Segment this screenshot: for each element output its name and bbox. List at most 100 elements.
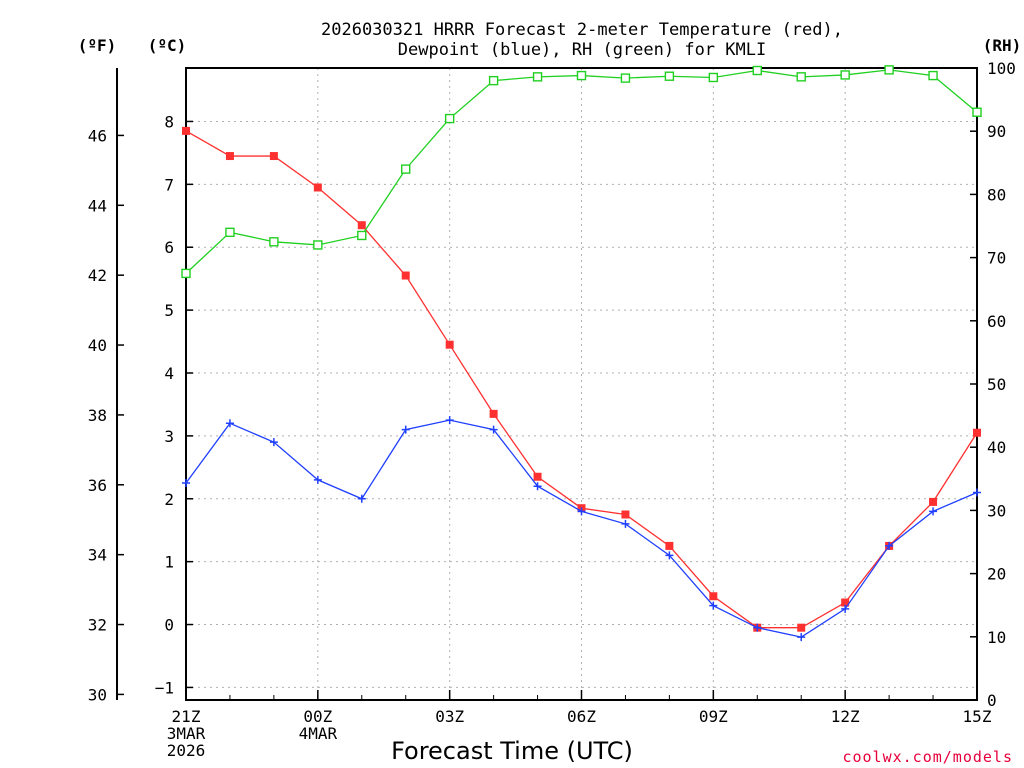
- celsius-tick-label: 5: [164, 301, 174, 320]
- temperature-point: [445, 340, 454, 349]
- rh-tick-label: 100: [987, 59, 1016, 78]
- dewpoint-point: [489, 425, 498, 434]
- temperature-point: [665, 541, 674, 550]
- rh-point: [664, 71, 675, 81]
- rh-tick-label: 20: [987, 565, 1006, 584]
- dewpoint-point: [621, 519, 630, 528]
- rh-point: [796, 72, 806, 82]
- chart-title-line-1: 2026030321 HRRR Forecast 2-meter Tempera…: [321, 20, 843, 40]
- dewpoint-point: [357, 494, 366, 503]
- temperature-point: [489, 409, 498, 418]
- x-tick-label: 09Z: [699, 707, 728, 726]
- rh-point: [225, 227, 235, 238]
- rh-tick-label: 0: [987, 691, 997, 710]
- rh-point: [928, 70, 938, 81]
- fahrenheit-unit-label: (ºF): [78, 36, 117, 55]
- x-tick-label: 3MAR: [167, 724, 206, 743]
- series-rh: [181, 65, 982, 279]
- celsius-tick-label: −1: [155, 678, 174, 697]
- rh-point: [884, 65, 894, 75]
- rh-point: [752, 65, 762, 76]
- rh-point: [401, 164, 411, 174]
- plot-frame: [185, 67, 978, 701]
- x-tick-label: 00Z: [303, 707, 332, 726]
- dewpoint-point: [401, 425, 410, 434]
- rh-tick-label: 60: [987, 312, 1006, 331]
- celsius-tick-label: 2: [164, 490, 174, 509]
- temperature-point: [709, 592, 718, 601]
- dewpoint-point: [929, 507, 938, 516]
- rh-unit-label: (RH): [983, 36, 1022, 55]
- temperature-point: [841, 598, 850, 607]
- x-tick-label: 4MAR: [299, 724, 338, 743]
- rh-tick-label: 50: [987, 375, 1006, 394]
- dewpoint-point: [445, 416, 454, 425]
- dewpoint-point: [885, 541, 894, 550]
- temperature-point: [269, 152, 278, 161]
- gridlines: [186, 68, 977, 700]
- temperature-point: [533, 472, 542, 481]
- celsius-tick-label: 6: [164, 238, 174, 257]
- dewpoint-point: [269, 438, 278, 447]
- fahrenheit-tick-label: 34: [88, 546, 107, 565]
- dewpoint-point: [797, 633, 806, 642]
- celsius-tick-label: 8: [164, 112, 174, 131]
- temperature-point: [313, 183, 322, 192]
- rh-point: [444, 113, 455, 124]
- fahrenheit-tick-label: 36: [88, 476, 107, 495]
- temperature-point: [797, 623, 806, 632]
- series-dewpoint: [182, 416, 981, 642]
- fahrenheit-tick-label: 44: [88, 196, 107, 215]
- rh-point: [708, 72, 719, 83]
- fahrenheit-tick-label: 46: [88, 126, 107, 145]
- rh-point: [269, 237, 279, 247]
- credit-text: coolwx.com/models: [842, 748, 1013, 766]
- data-series: [181, 65, 982, 642]
- celsius-tick-label: 7: [164, 175, 174, 194]
- temperature-point: [929, 497, 938, 506]
- celsius-tick-label: 3: [164, 427, 174, 446]
- rh-tick-label: 80: [987, 185, 1006, 204]
- dewpoint-point: [182, 479, 190, 488]
- rh-point: [181, 268, 191, 279]
- rh-point: [357, 230, 367, 241]
- temperature-point: [357, 221, 366, 230]
- x-tick-label: 15Z: [963, 707, 992, 726]
- dewpoint-point: [973, 488, 981, 497]
- chart-title-line-2: Dewpoint (blue), RH (green) for KMLI: [398, 40, 766, 60]
- x-tick-label: 03Z: [435, 707, 464, 726]
- temperature-point: [182, 126, 190, 135]
- rh-point: [532, 72, 543, 82]
- temperature-point: [973, 428, 981, 437]
- x-tick-label: 21Z: [172, 707, 201, 726]
- dewpoint-point: [577, 507, 586, 516]
- rh-point: [840, 70, 850, 80]
- fahrenheit-tick-label: 32: [88, 616, 107, 635]
- celsius-tick-label: 4: [164, 364, 174, 383]
- celsius-unit-label: (ºC): [148, 36, 187, 55]
- fahrenheit-tick-label: 40: [88, 336, 107, 355]
- dewpoint-point: [709, 601, 718, 610]
- dewpoint-point: [533, 482, 542, 491]
- dewpoint-point: [225, 419, 234, 428]
- rh-tick-label: 70: [987, 249, 1006, 268]
- temperature-point: [401, 271, 410, 280]
- temperature-line: [185, 130, 978, 629]
- rh-point: [488, 75, 499, 86]
- tick-labels: −101234567830323436384042444601020304050…: [88, 59, 1016, 760]
- rh-point: [313, 240, 323, 250]
- x-tick-label: 2026: [167, 741, 206, 760]
- rh-point: [576, 70, 587, 81]
- rh-tick-label: 90: [987, 122, 1006, 141]
- dewpoint-point: [753, 623, 762, 632]
- rh-point: [972, 107, 982, 117]
- rh-point: [620, 73, 631, 83]
- celsius-tick-label: 0: [164, 616, 174, 635]
- fahrenheit-tick-label: 30: [88, 685, 107, 704]
- dewpoint-point: [665, 551, 674, 560]
- rh-tick-label: 40: [987, 438, 1006, 457]
- temperature-point: [225, 152, 234, 161]
- rh-tick-label: 10: [987, 628, 1006, 647]
- x-axis-label: Forecast Time (UTC): [391, 737, 633, 765]
